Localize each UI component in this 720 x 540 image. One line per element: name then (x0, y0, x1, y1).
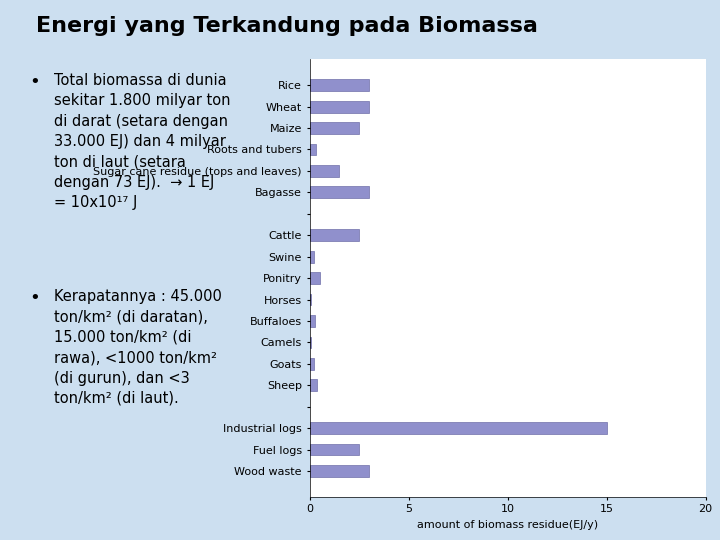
Bar (310, 444, 359, 455)
Bar (310, 380, 317, 391)
Bar (310, 101, 369, 112)
Text: Energi yang Terkandung pada Biomassa: Energi yang Terkandung pada Biomassa (36, 16, 538, 36)
Bar (310, 422, 606, 434)
Text: •: • (29, 73, 40, 91)
Text: Kerapatannya : 45.000
ton/km² (di daratan),
15.000 ton/km² (di
rawa), <1000 ton/: Kerapatannya : 45.000 ton/km² (di darata… (54, 289, 222, 406)
Bar (310, 79, 369, 91)
Bar (310, 251, 314, 262)
X-axis label: amount of biomass residue(EJ/y): amount of biomass residue(EJ/y) (417, 520, 598, 530)
Text: Total biomassa di dunia
sekitar 1.800 milyar ton
di darat (setara dengan
33.000 : Total biomassa di dunia sekitar 1.800 mi… (54, 73, 230, 210)
Bar (310, 358, 314, 370)
Bar (310, 272, 320, 284)
Bar (310, 144, 315, 156)
Bar (310, 315, 315, 327)
Text: •: • (29, 289, 40, 307)
Bar (310, 465, 369, 477)
Bar (310, 122, 359, 134)
Bar (310, 165, 339, 177)
Bar (310, 230, 359, 241)
Bar (310, 186, 369, 198)
